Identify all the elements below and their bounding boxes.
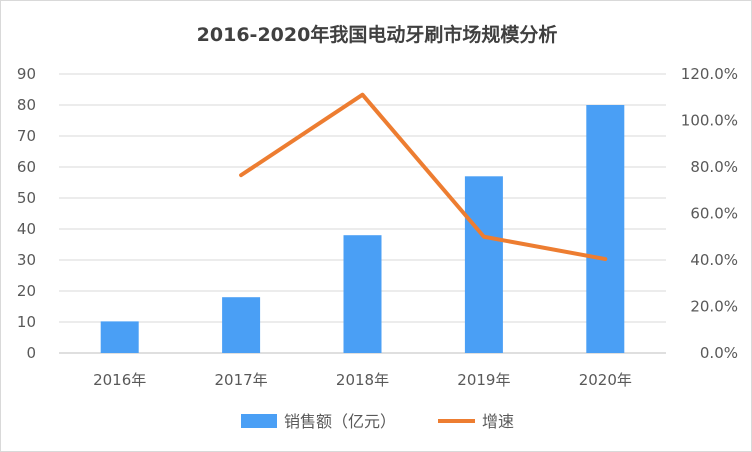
x-tick-label: 2020年 [579, 371, 632, 389]
chart-title: 2016-2020年我国电动牙刷市场规模分析 [197, 23, 558, 46]
x-tick-label: 2017年 [215, 371, 268, 389]
x-tick-label: 2018年 [336, 371, 389, 389]
growth-line [239, 92, 608, 262]
y-axis-left: 0 10 20 30 40 50 60 70 80 90 [17, 65, 36, 362]
bar [586, 105, 625, 353]
y-left-tick-label: 0 [26, 344, 36, 362]
y-left-tick-label: 40 [17, 220, 36, 238]
legend[interactable]: 销售额（亿元） 增速 [241, 412, 514, 431]
y-right-tick-label: 0.0% [700, 344, 738, 362]
y-left-tick-label: 10 [17, 313, 36, 331]
y-left-tick-label: 60 [17, 158, 36, 176]
legend-swatch-bar [241, 414, 277, 428]
y-right-tick-label: 20.0% [690, 298, 738, 316]
x-axis: 2016年 2017年 2018年 2019年 2020年 [93, 371, 632, 389]
y-left-tick-label: 90 [17, 65, 36, 83]
y-axis-right: 0.0% 20.0% 40.0% 60.0% 80.0% 100.0% 120.0% [681, 65, 738, 362]
gridlines [59, 73, 666, 354]
bar [343, 235, 382, 353]
legend-label-bar: 销售额（亿元） [284, 412, 396, 431]
y-left-tick-label: 80 [17, 96, 36, 114]
y-right-tick-label: 80.0% [690, 158, 738, 176]
y-left-tick-label: 30 [17, 251, 36, 269]
legend-label-line: 增速 [482, 412, 514, 431]
y-left-tick-label: 70 [17, 127, 36, 145]
bar-series [100, 105, 625, 353]
y-right-tick-label: 60.0% [690, 205, 738, 223]
bar [222, 297, 261, 353]
y-right-tick-label: 120.0% [681, 65, 738, 83]
y-right-tick-label: 100.0% [681, 112, 738, 130]
x-tick-label: 2019年 [457, 371, 510, 389]
line-series [239, 92, 608, 262]
bar [464, 176, 503, 353]
y-right-tick-label: 40.0% [690, 251, 738, 269]
y-left-tick-label: 20 [17, 282, 36, 300]
y-left-tick-label: 50 [17, 189, 36, 207]
bar [100, 321, 139, 353]
x-tick-label: 2016年 [93, 371, 146, 389]
